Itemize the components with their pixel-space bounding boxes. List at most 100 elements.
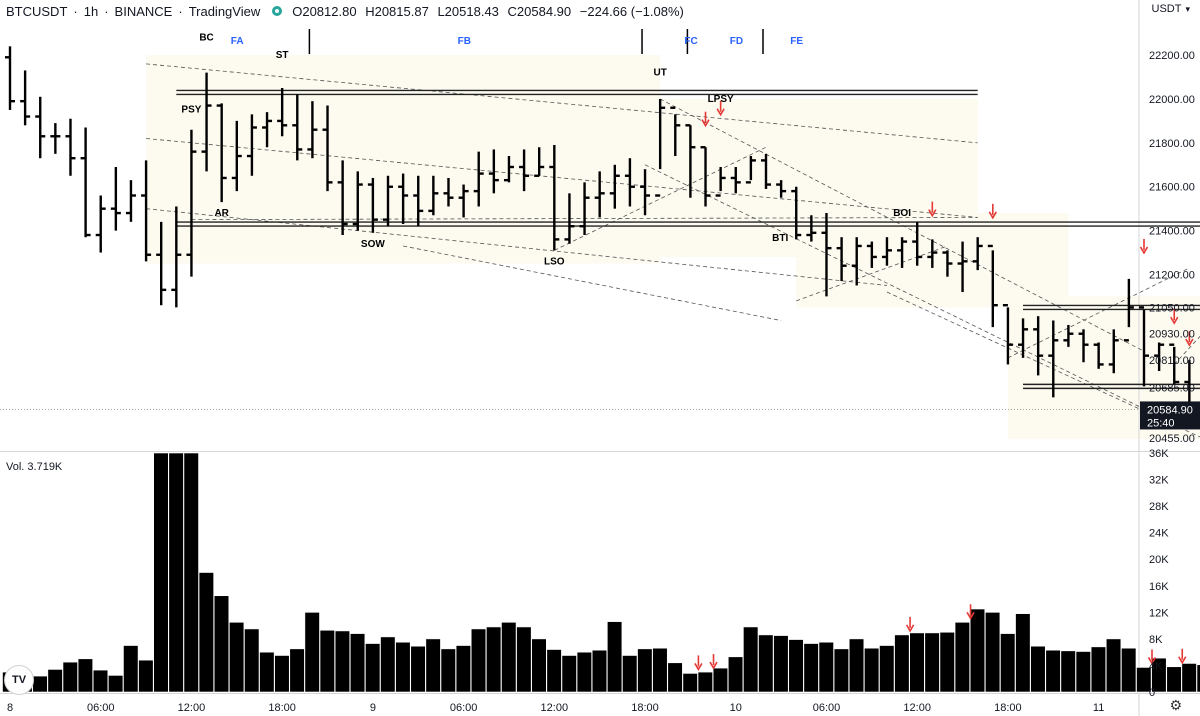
volume-signal-arrow-icon bbox=[694, 655, 703, 671]
trend-line bbox=[886, 291, 1200, 438]
time-tick-label: 18:00 bbox=[631, 702, 659, 714]
currency-selector[interactable]: USDT ▾ bbox=[1152, 3, 1190, 15]
ohlc-bar bbox=[65, 118, 76, 176]
countdown-label: 25:40 bbox=[1147, 417, 1175, 429]
volume-bar bbox=[1196, 664, 1200, 693]
volume-bar bbox=[304, 612, 320, 693]
tradingview-logo-icon[interactable]: TV bbox=[4, 665, 34, 695]
volume-bar bbox=[395, 641, 411, 693]
volume-bar bbox=[833, 648, 849, 693]
arrow-head bbox=[709, 661, 718, 670]
trend-line bbox=[403, 245, 782, 321]
volume-bar bbox=[969, 608, 986, 693]
price-tick-label: 22000.00 bbox=[1149, 94, 1195, 106]
ohlc-bar bbox=[670, 106, 681, 157]
ohlc-bar bbox=[5, 46, 15, 110]
ohlc-bar bbox=[458, 184, 469, 218]
chart-header: BTCUSDT · 1h · BINANCE · TradingView O20… bbox=[6, 3, 689, 19]
volume-bar bbox=[77, 658, 93, 693]
volume-bar bbox=[1151, 657, 1167, 693]
volume-bar bbox=[92, 669, 109, 693]
ohlc-bar bbox=[897, 237, 908, 268]
ohlc-bar bbox=[1033, 316, 1044, 376]
volume-bar bbox=[1181, 663, 1197, 693]
signal-arrow-icon bbox=[716, 100, 725, 117]
volume-bar bbox=[470, 628, 487, 693]
ohlc-bar bbox=[579, 182, 590, 235]
volume-bar bbox=[879, 645, 895, 693]
volume-bar bbox=[516, 626, 532, 693]
time-tick-label: 06:00 bbox=[450, 702, 478, 714]
event-label-st: ST bbox=[276, 50, 289, 61]
volume-bar bbox=[894, 634, 910, 693]
ohlc-bar bbox=[1093, 342, 1104, 369]
gear-icon[interactable]: ⚙ bbox=[1169, 697, 1182, 713]
volume-bar bbox=[576, 651, 592, 693]
trend-line bbox=[644, 164, 1175, 425]
volume-bar bbox=[1075, 651, 1091, 693]
ohlc-bar bbox=[141, 160, 152, 262]
time-tick-label: 06:00 bbox=[813, 702, 841, 714]
volume-legend: Vol. 3.719K bbox=[6, 461, 63, 473]
ohlc-bar bbox=[1139, 306, 1149, 387]
ohlc-bar bbox=[110, 166, 121, 231]
event-label-ar: AR bbox=[214, 208, 229, 219]
volume-bar bbox=[697, 671, 713, 693]
exchange: BINANCE bbox=[114, 3, 173, 19]
ohlc-bar bbox=[715, 166, 726, 197]
ohlc-bar bbox=[216, 103, 227, 203]
trend-line bbox=[146, 208, 888, 286]
ohlc-bar bbox=[156, 221, 167, 306]
volume-bar bbox=[803, 643, 819, 693]
event-label-boi: BOI bbox=[893, 208, 911, 219]
volume-bar bbox=[62, 661, 78, 693]
trend-line bbox=[146, 138, 978, 218]
chevron-down-icon: ▾ bbox=[1185, 3, 1190, 14]
volume-bar bbox=[410, 645, 426, 693]
arrow-head bbox=[928, 209, 937, 218]
ohlc-bar bbox=[277, 88, 288, 137]
ohlc-bar bbox=[942, 250, 953, 277]
arrow-head bbox=[701, 119, 710, 128]
volume-bar bbox=[334, 630, 351, 693]
ohlc-bar bbox=[806, 215, 817, 242]
time-tick-label: 18:00 bbox=[994, 702, 1022, 714]
ohlc-bar bbox=[912, 221, 923, 266]
last-price-badge bbox=[1140, 401, 1200, 430]
ohlc-bar bbox=[503, 156, 514, 183]
interval[interactable]: 1h bbox=[83, 3, 99, 19]
symbol-name[interactable]: BTCUSDT bbox=[6, 3, 68, 19]
time-tick-label: 10 bbox=[730, 702, 742, 714]
price-tick-label: 20455.00 bbox=[1149, 433, 1195, 445]
volume-bar bbox=[637, 648, 653, 693]
ohlc-bar bbox=[957, 241, 968, 293]
phase-label-fd: FD bbox=[730, 36, 743, 47]
volume-bar bbox=[667, 662, 683, 693]
volume-tick-label: 32K bbox=[1149, 475, 1169, 487]
volume-bar bbox=[1030, 645, 1046, 693]
volume-bar bbox=[531, 638, 547, 693]
time-tick-label: 11 bbox=[1093, 702, 1104, 714]
volume-bar bbox=[486, 626, 502, 693]
volume-bar bbox=[168, 452, 184, 693]
ohlc-bar bbox=[292, 94, 303, 161]
event-label-sow: SOW bbox=[361, 239, 385, 250]
volume-bar bbox=[183, 452, 199, 693]
market-status-icon bbox=[272, 6, 283, 16]
signal-arrow-icon bbox=[988, 203, 997, 220]
arrow-head bbox=[1170, 316, 1179, 325]
phase-label-fb: FB bbox=[458, 36, 471, 47]
arrow-head bbox=[905, 624, 915, 633]
ohlc-bar bbox=[851, 237, 862, 286]
trend-line bbox=[1007, 267, 1190, 359]
ohlc-bar bbox=[80, 127, 91, 238]
arrow-head bbox=[1178, 656, 1187, 665]
volume-bar bbox=[440, 648, 456, 693]
ohlc-bar bbox=[383, 175, 393, 227]
ohlc-bar bbox=[776, 180, 787, 198]
ohlc-bar bbox=[881, 237, 892, 266]
volume-bar bbox=[758, 634, 774, 693]
volume-bar bbox=[727, 656, 744, 693]
arrow-head bbox=[716, 108, 725, 117]
